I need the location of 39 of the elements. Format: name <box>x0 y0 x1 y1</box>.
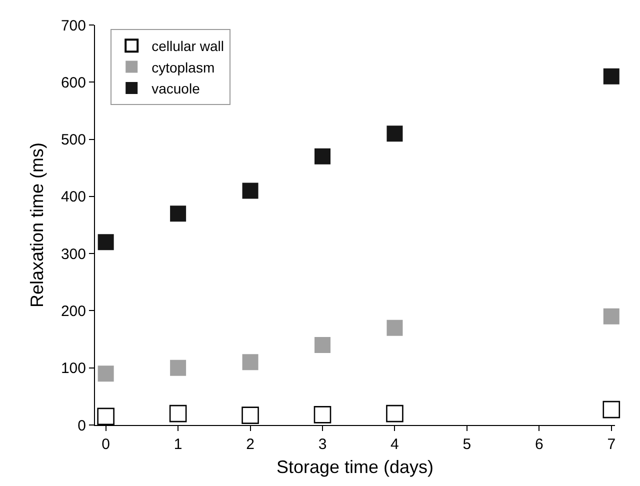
y-tick-label: 500 <box>60 132 86 149</box>
point <box>314 148 330 164</box>
x-tick-label: 4 <box>390 436 399 453</box>
y-tick-label: 400 <box>60 188 86 206</box>
x-tick-label: 1 <box>174 436 182 453</box>
legend-label: cellular wall <box>152 38 224 54</box>
y-tick-label: 300 <box>60 246 86 263</box>
point <box>169 404 187 422</box>
point <box>98 366 114 382</box>
point <box>602 400 620 418</box>
point <box>242 406 259 424</box>
point <box>170 360 186 376</box>
point <box>603 308 620 324</box>
x-tick-label: 6 <box>535 436 544 453</box>
x-axis-title: Storage time (days) <box>276 457 434 478</box>
x-tick-label: 0 <box>102 436 110 453</box>
y-tick-label: 700 <box>60 17 86 34</box>
point <box>314 337 330 353</box>
point <box>242 182 258 199</box>
y-tick-label: 200 <box>60 302 86 320</box>
point <box>386 126 403 142</box>
point <box>170 206 186 222</box>
point <box>97 408 114 426</box>
point <box>242 354 258 370</box>
legend-label: vacuole <box>152 80 200 96</box>
x-tick-label: 2 <box>246 436 254 453</box>
y-axis-title: Relaxation time (ms) <box>27 142 48 308</box>
y-tick-label: 0 <box>78 417 86 434</box>
y-tick-label: 100 <box>60 360 86 378</box>
x-tick-label: 7 <box>607 436 616 453</box>
legend-label: cytoplasm <box>152 59 215 76</box>
x-tick-label: 3 <box>318 436 327 453</box>
point <box>386 320 403 336</box>
point <box>386 404 404 422</box>
x-tick-label: 5 <box>462 436 472 453</box>
point <box>98 234 114 250</box>
point <box>603 68 620 84</box>
point <box>314 406 332 424</box>
y-tick-label: 600 <box>60 74 86 92</box>
